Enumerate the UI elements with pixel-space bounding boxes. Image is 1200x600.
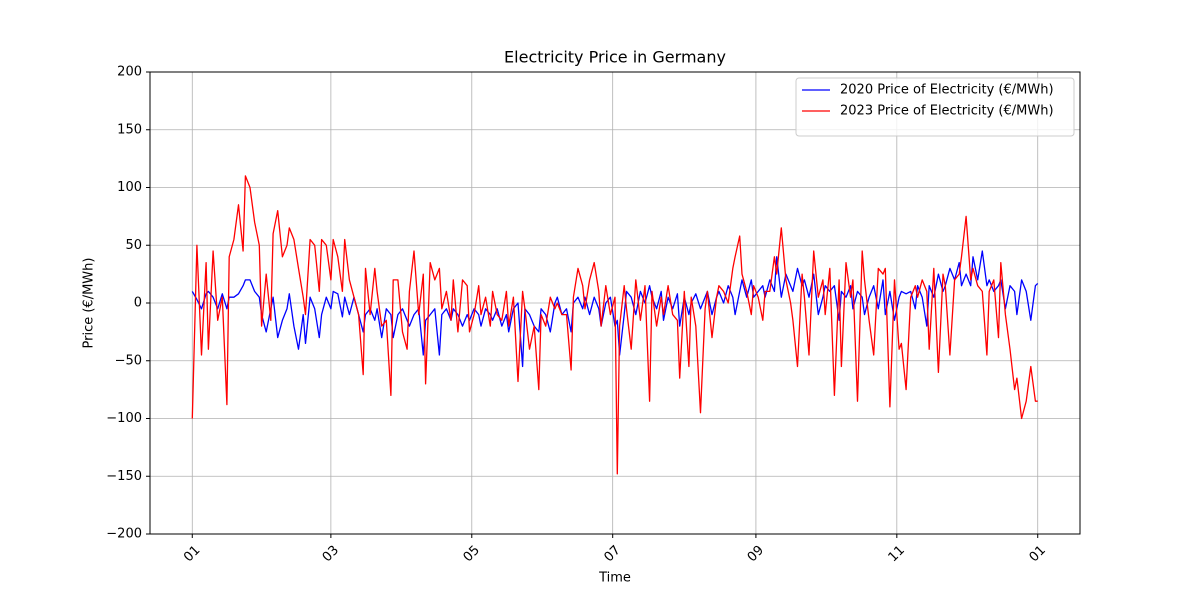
y-tick-label: 0 — [134, 296, 142, 311]
legend-label: 2020 Price of Electricity (€/MWh) — [840, 83, 1054, 98]
y-tick-label: 150 — [117, 122, 142, 137]
y-tick-label: −150 — [106, 469, 142, 484]
chart-title: Electricity Price in Germany — [504, 48, 726, 67]
data-line — [191, 175, 1038, 475]
y-tick-label: 100 — [117, 180, 142, 195]
y-tick-label: −200 — [106, 527, 142, 542]
legend-box — [795, 77, 1075, 137]
legend: 2020 Price of Electricity (€/MWh) 2023 Pr… — [795, 77, 1075, 137]
y-axis-label: Price (€/MWh) — [82, 258, 97, 349]
y-tick-label: 200 — [117, 65, 142, 80]
y-tick-label: −100 — [106, 411, 142, 426]
plot-frame — [149, 71, 1081, 535]
y-tick-label: 50 — [125, 238, 142, 253]
data-line — [191, 250, 1039, 368]
legend-label: 2023 Price of Electricity (€/MWh) — [840, 104, 1054, 119]
y-tick-label: −50 — [115, 353, 142, 368]
x-axis-label: Time — [598, 571, 631, 586]
